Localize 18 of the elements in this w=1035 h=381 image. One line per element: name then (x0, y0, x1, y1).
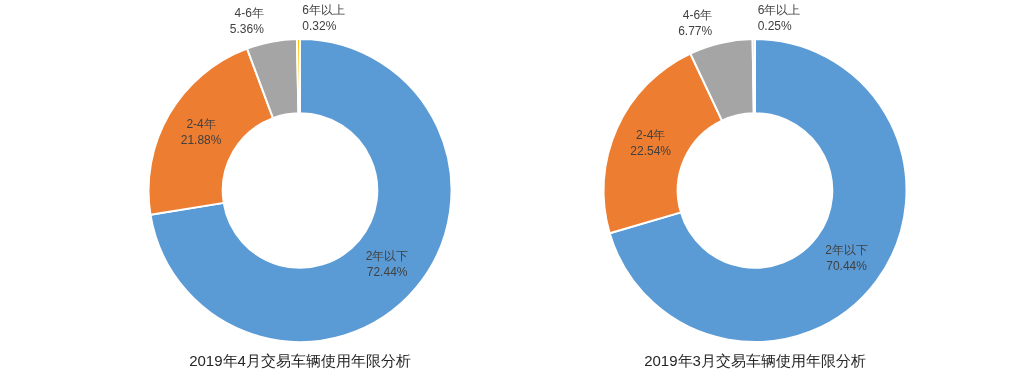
data-label: 70.44% (826, 259, 868, 274)
slice-label: 2年以下 (825, 243, 868, 258)
data-label: 0.25% (757, 19, 793, 34)
slice-label: 2-4年 (635, 128, 666, 142)
slice-label: 6年以上 (302, 3, 345, 18)
data-label: 6.77% (678, 23, 713, 38)
slice-label: 4-6年 (682, 7, 713, 22)
text: 2019年3月交易车辆使用年限分析 (644, 352, 866, 370)
data-label: 22.54% (630, 144, 672, 158)
data-label: 72.44% (366, 264, 408, 279)
slice-label: 2年以下 (365, 248, 409, 263)
slice-label: 4-6年 (234, 6, 264, 21)
text: 2019年4月交易车辆使用年限分析 (189, 352, 411, 370)
data-label: 0.32% (302, 19, 337, 34)
data-label: 21.88% (180, 133, 222, 148)
slice-label: 6年以上 (757, 3, 801, 18)
data-label: 5.36% (229, 22, 265, 37)
slice-label: 2-4年 (186, 117, 216, 132)
